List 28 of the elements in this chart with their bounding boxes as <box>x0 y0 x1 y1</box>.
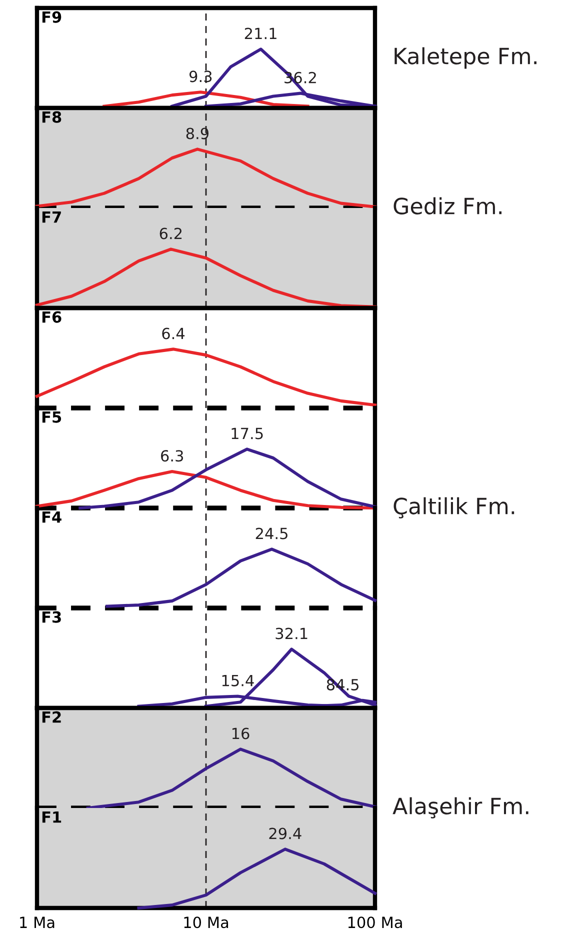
annotation: 24.5 <box>256 528 288 540</box>
chart-title: F4 <box>42 511 62 523</box>
text: Çaltilik Fm. <box>394 497 514 518</box>
chart-title: F8 <box>42 111 62 123</box>
annotation: 17.5 <box>232 428 263 440</box>
chart-title: F5 <box>42 411 62 423</box>
text: Alaşehir Fm. <box>392 797 528 818</box>
annotation: 6.4 <box>162 328 185 340</box>
x-tick-label: 100 Ma <box>348 916 402 928</box>
annotation: 32.1 <box>276 628 308 640</box>
annotation: 8.9 <box>186 128 209 140</box>
annotation: 16 <box>232 728 250 740</box>
annotation: 6.2 <box>160 228 182 240</box>
chart-title: F2 <box>42 711 61 723</box>
chart-title: F9 <box>42 11 62 23</box>
annotation: 21.1 <box>244 28 276 40</box>
text: Gediz Fm. <box>394 197 502 214</box>
chart-title: F1 <box>42 811 62 823</box>
x-tick-label: 10 Ma <box>184 916 228 928</box>
x-tick-label: 1 Ma <box>20 916 54 928</box>
text: Kaletepe Fm. <box>394 47 536 69</box>
chart-title: F7 <box>42 211 61 223</box>
chart-title: F3 <box>42 611 61 623</box>
chart-title: F6 <box>42 311 62 323</box>
annotation: 9.3 <box>189 70 212 82</box>
annotation: 29.4 <box>269 828 302 840</box>
annotation: 6.3 <box>161 450 184 462</box>
annotation: 15.4 <box>222 674 254 686</box>
